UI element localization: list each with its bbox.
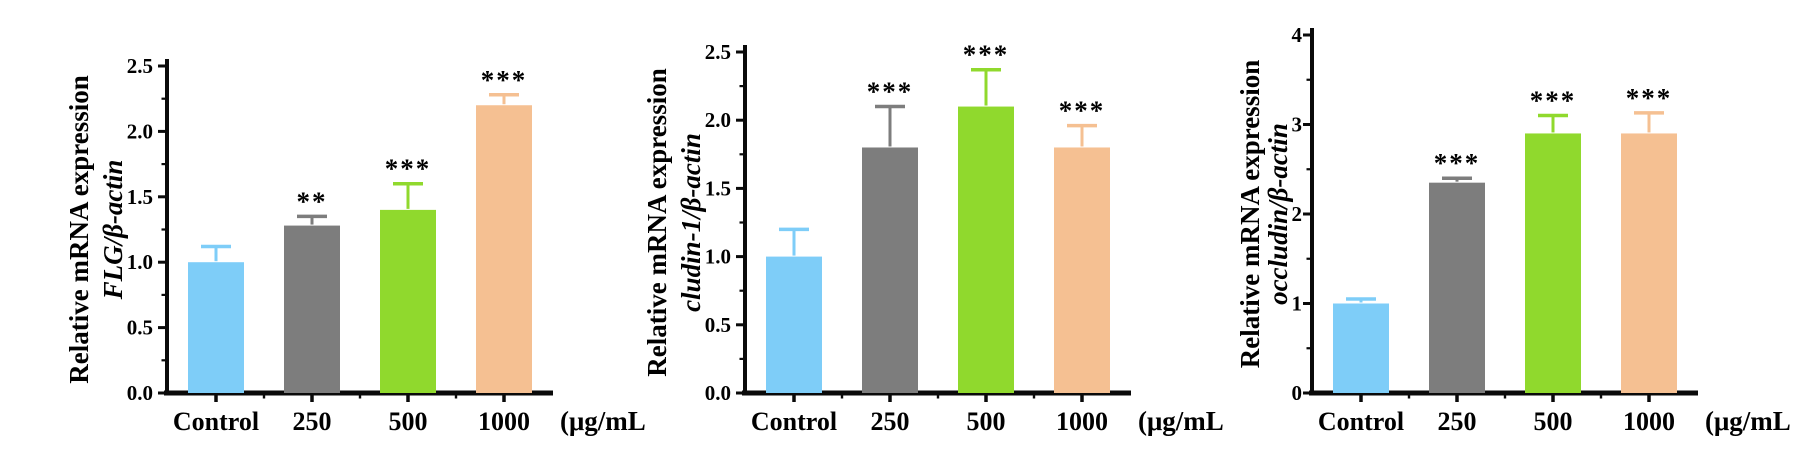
significance-label: ***: [385, 154, 432, 184]
bar-1000: [1054, 147, 1110, 393]
x-tick-label: 250: [871, 407, 910, 436]
x-tick-label: Control: [751, 407, 837, 436]
x-tick-label: 500: [1534, 407, 1573, 436]
y-tick-label: 4: [1292, 23, 1303, 47]
x-axis-unit-label: (μg/mL: [560, 406, 646, 436]
bar-250: [1429, 182, 1485, 393]
y-tick-label: 2.5: [127, 54, 153, 78]
x-axis-unit-label: (μg/mL: [1705, 406, 1791, 436]
bar-1000: [476, 105, 532, 394]
significance-label: ***: [481, 65, 528, 95]
significance-label: ***: [1434, 148, 1481, 178]
significance-label: ***: [867, 77, 914, 107]
bar-1000: [1621, 133, 1677, 393]
x-tick-label: 250: [1438, 407, 1477, 436]
bar-250: [284, 225, 340, 393]
significance-label: **: [297, 186, 328, 216]
y-tick-label: 0.0: [705, 381, 731, 405]
bar-control: [1333, 303, 1389, 393]
significance-label: ***: [1530, 86, 1577, 116]
y-tick-label: 0.5: [127, 316, 153, 340]
y-tick-label: 0.5: [705, 313, 731, 337]
bar-250: [862, 147, 918, 393]
y-tick-label: 2.5: [705, 40, 731, 64]
bar-500: [958, 106, 1014, 393]
significance-label: ***: [1059, 96, 1106, 126]
y-tick-label: 3: [1292, 113, 1303, 137]
y-axis-label-line2: cludin-1/β-actin: [676, 133, 706, 312]
y-axis-label-line1: Relative mRNA expression: [642, 68, 672, 376]
bar-control: [766, 256, 822, 393]
bar-500: [1525, 133, 1581, 393]
y-tick-label: 1.0: [705, 245, 731, 269]
y-tick-label: 1.5: [127, 185, 153, 209]
y-tick-label: 1: [1292, 292, 1303, 316]
y-tick-label: 2.0: [127, 119, 153, 143]
y-tick-label: 2.0: [705, 108, 731, 132]
y-axis-label-line1: Relative mRNA expression: [64, 75, 94, 383]
x-tick-label: Control: [1318, 407, 1404, 436]
bar-control: [188, 262, 244, 393]
y-tick-label: 0: [1292, 381, 1303, 405]
x-tick-label: 250: [293, 407, 332, 436]
x-tick-label: 1000: [1056, 407, 1108, 436]
bar-500: [380, 209, 436, 393]
x-tick-label: 1000: [478, 407, 530, 436]
significance-label: ***: [1626, 83, 1673, 113]
y-axis-label-line2: occludin/β-actin: [1263, 123, 1293, 305]
x-tick-label: Control: [173, 407, 259, 436]
chart-panel-cludin-1: 0.0 0.5 1.0 1.5 2.0 2.5 Control *** 250 *** 500 ***…: [642, 40, 1224, 436]
y-tick-label: 1.5: [705, 176, 731, 200]
y-tick-label: 0.0: [127, 381, 153, 405]
x-tick-label: 1000: [1623, 407, 1675, 436]
x-tick-label: 500: [967, 407, 1006, 436]
chart-panel-occludin: 0 1 2 3 4 Control *** 250 *** 500 *** 1000 (μg/mL Rel…: [1235, 23, 1791, 436]
y-tick-label: 1.0: [127, 250, 153, 274]
y-axis-label-line1: Relative mRNA expression: [1235, 60, 1265, 368]
x-tick-label: 500: [389, 407, 428, 436]
y-axis-label-line2: FLG/β-actin: [98, 160, 128, 301]
x-axis-unit-label: (μg/mL: [1138, 406, 1224, 436]
chart-panel-flg: 0.0 0.5 1.0 1.5 2.0 2.5 Control ** 250 *** 500 *** 1…: [64, 54, 646, 436]
significance-label: ***: [963, 40, 1010, 70]
y-tick-label: 2: [1292, 202, 1303, 226]
